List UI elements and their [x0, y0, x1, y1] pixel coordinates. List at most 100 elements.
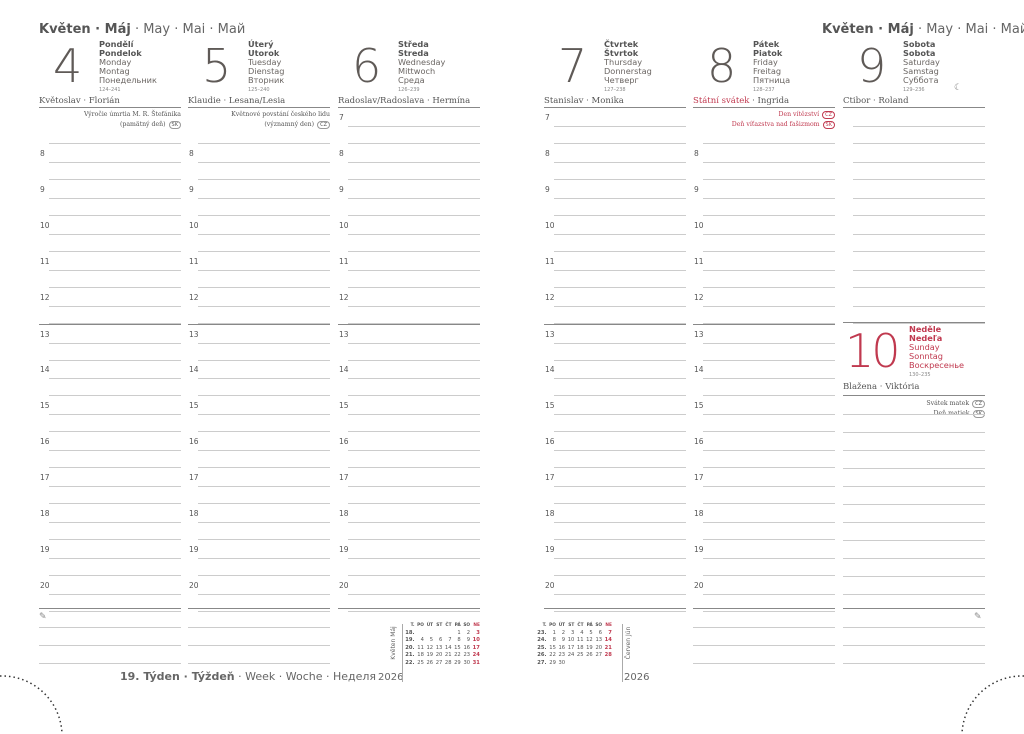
hour-slot[interactable]: 10: [544, 216, 686, 252]
mini-day[interactable]: 12: [426, 644, 434, 651]
mini-day[interactable]: [594, 660, 603, 668]
hour-slot[interactable]: 12: [693, 288, 835, 324]
mini-day[interactable]: [416, 630, 425, 638]
mini-day[interactable]: 14: [444, 644, 452, 651]
mini-day[interactable]: 14: [604, 637, 612, 644]
notes-area[interactable]: [39, 608, 181, 668]
hour-slot[interactable]: 15: [188, 396, 330, 432]
mini-day[interactable]: 26: [426, 659, 434, 666]
notes-area[interactable]: [693, 608, 835, 668]
sunday-slots[interactable]: Svátek matek CZ Deň matiek SK: [843, 395, 985, 608]
mini-day[interactable]: 23: [463, 652, 471, 659]
mini-day[interactable]: 7: [608, 629, 612, 636]
hour-slot[interactable]: 17: [693, 468, 835, 504]
mini-day[interactable]: 9: [561, 637, 566, 644]
mini-day[interactable]: 24: [472, 652, 480, 659]
notes-area[interactable]: [843, 608, 985, 668]
hour-slot[interactable]: 20: [544, 576, 686, 612]
mini-day[interactable]: 27: [595, 652, 603, 659]
hour-slot[interactable]: 9: [693, 180, 835, 216]
hour-slot[interactable]: 18: [544, 504, 686, 540]
mini-day[interactable]: [425, 630, 434, 638]
mini-day[interactable]: 18: [417, 652, 424, 659]
hour-slot[interactable]: 19: [39, 540, 181, 576]
mini-day[interactable]: 3: [571, 629, 575, 636]
mini-day[interactable]: 4: [420, 637, 424, 644]
mini-day[interactable]: 2: [561, 629, 566, 636]
hour-slot[interactable]: 16: [693, 432, 835, 468]
hour-slot[interactable]: 8: [544, 144, 686, 180]
mini-day[interactable]: 13: [435, 644, 443, 651]
mini-day[interactable]: 9: [466, 637, 471, 644]
mini-day[interactable]: [576, 660, 585, 668]
mini-day[interactable]: 7: [448, 637, 452, 644]
mini-day[interactable]: 26: [586, 652, 593, 659]
hour-slot[interactable]: 10: [338, 216, 480, 252]
mini-day[interactable]: 3: [476, 629, 480, 636]
hour-slot[interactable]: 13: [338, 324, 480, 361]
hour-slot[interactable]: 16: [544, 432, 686, 468]
mini-day[interactable]: 25: [576, 652, 584, 659]
mini-day[interactable]: 6: [439, 637, 443, 644]
hour-slot[interactable]: 12: [544, 288, 686, 324]
hour-slot[interactable]: 19: [188, 540, 330, 576]
mini-day[interactable]: 27: [435, 659, 443, 666]
mini-day[interactable]: 11: [576, 637, 584, 644]
hour-slot[interactable]: 7: [544, 108, 686, 144]
hour-slot[interactable]: 15: [544, 396, 686, 432]
mini-day[interactable]: [585, 660, 594, 668]
mini-day[interactable]: 21: [444, 652, 452, 659]
mini-day[interactable]: 24: [567, 652, 575, 659]
hour-slot[interactable]: [843, 216, 985, 252]
mini-day[interactable]: 12: [586, 637, 593, 644]
hour-slot[interactable]: Výročie úmrtia M. R. Štefánika (pamätný d…: [39, 108, 181, 144]
hour-slot[interactable]: 18: [338, 504, 480, 540]
hour-slot[interactable]: 12: [188, 288, 330, 324]
hour-slot[interactable]: 14: [338, 360, 480, 396]
hour-slot[interactable]: 13: [544, 324, 686, 361]
hour-slot[interactable]: 8: [338, 144, 480, 180]
mini-day[interactable]: 1: [457, 629, 461, 636]
hour-slot[interactable]: 16: [188, 432, 330, 468]
hour-slot[interactable]: 18: [39, 504, 181, 540]
mini-day[interactable]: 5: [589, 629, 593, 636]
hour-slot[interactable]: 12: [338, 288, 480, 324]
hour-slot[interactable]: 14: [39, 360, 181, 396]
hour-slot[interactable]: [843, 180, 985, 216]
mini-day[interactable]: 8: [552, 637, 556, 644]
mini-day[interactable]: 28: [444, 659, 452, 666]
mini-day[interactable]: 8: [457, 637, 461, 644]
mini-day[interactable]: 28: [604, 652, 612, 659]
hour-slot[interactable]: 19: [338, 540, 480, 576]
mini-day[interactable]: 2: [466, 629, 471, 636]
hour-slot[interactable]: 17: [338, 468, 480, 504]
hour-slot[interactable]: 8: [39, 144, 181, 180]
hour-slot[interactable]: 20: [693, 576, 835, 612]
mini-day[interactable]: 30: [463, 659, 471, 666]
mini-day[interactable]: 1: [552, 629, 556, 636]
hour-slot[interactable]: 10: [39, 216, 181, 252]
hour-slot[interactable]: 14: [693, 360, 835, 396]
hour-slot[interactable]: 20: [39, 576, 181, 612]
hour-slot[interactable]: 11: [693, 252, 835, 288]
hour-slot[interactable]: 17: [544, 468, 686, 504]
hour-slot[interactable]: 11: [188, 252, 330, 288]
mini-day[interactable]: 21: [604, 644, 612, 651]
hour-slot[interactable]: 8: [693, 144, 835, 180]
hour-slot[interactable]: [843, 144, 985, 180]
mini-day[interactable]: 25: [417, 659, 424, 666]
hour-slot[interactable]: Den vítězství CZ Deň víťazstva nad fašizmo…: [693, 108, 835, 144]
mini-day[interactable]: 5: [429, 637, 434, 644]
hour-slot[interactable]: 14: [188, 360, 330, 396]
hour-slot[interactable]: [843, 108, 985, 144]
hour-slot[interactable]: 20: [188, 576, 330, 612]
hour-slot[interactable]: [843, 252, 985, 288]
hour-slot[interactable]: Květnové povstání českého lidu (významný …: [188, 108, 330, 144]
mini-day[interactable]: 10: [472, 637, 480, 644]
hour-slot[interactable]: 13: [39, 324, 181, 361]
hour-slot[interactable]: 18: [188, 504, 330, 540]
hour-slot[interactable]: 9: [338, 180, 480, 216]
mini-day[interactable]: 4: [580, 629, 584, 636]
mini-day[interactable]: 20: [435, 652, 443, 659]
hour-slot[interactable]: 11: [338, 252, 480, 288]
